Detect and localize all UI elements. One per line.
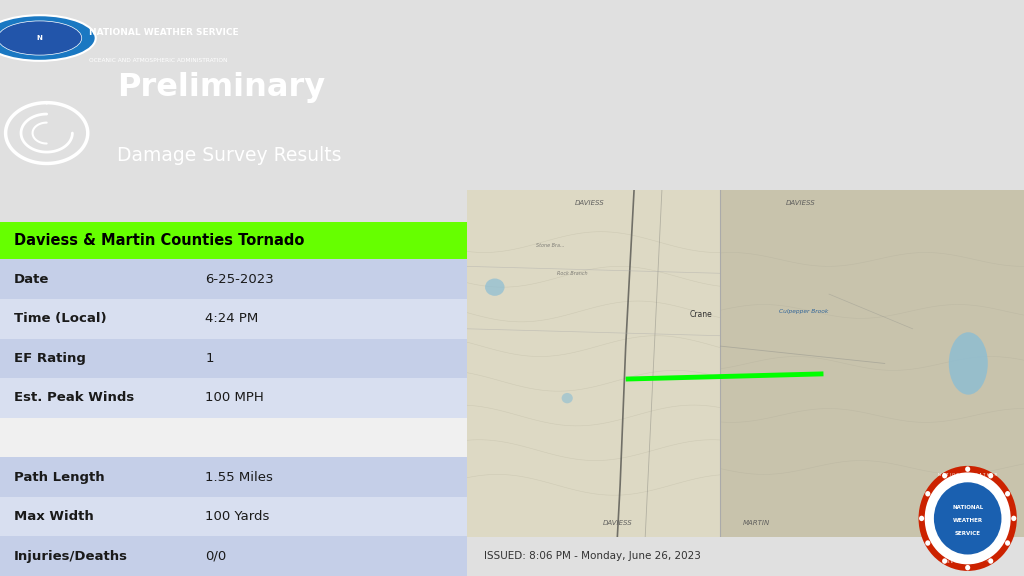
FancyBboxPatch shape (0, 497, 467, 536)
Text: Crane: Crane (689, 310, 713, 320)
Text: DAVIESS: DAVIESS (786, 200, 816, 206)
Circle shape (926, 491, 931, 497)
Text: Damage Survey Results: Damage Survey Results (117, 146, 341, 165)
Text: ❄: ❄ (26, 109, 68, 157)
Text: Stone Bra...: Stone Bra... (537, 243, 565, 248)
Circle shape (966, 467, 971, 472)
Text: OCEANIC AND ATMOSPHERIC ADMINISTRATION: OCEANIC AND ATMOSPHERIC ADMINISTRATION (89, 58, 227, 63)
Text: ISSUED: 8:06 PM - Monday, June 26, 2023: ISSUED: 8:06 PM - Monday, June 26, 2023 (483, 551, 700, 562)
Circle shape (926, 540, 931, 546)
Text: DAVIESS: DAVIESS (574, 200, 604, 206)
Circle shape (0, 21, 82, 55)
Text: NATIONAL: NATIONAL (952, 505, 983, 510)
Text: EF Rating: EF Rating (14, 352, 86, 365)
Text: 100 Yards: 100 Yards (206, 510, 270, 523)
FancyBboxPatch shape (0, 299, 467, 339)
FancyBboxPatch shape (0, 457, 467, 497)
Ellipse shape (561, 393, 572, 403)
Circle shape (919, 466, 1017, 571)
Ellipse shape (949, 332, 988, 395)
Circle shape (934, 482, 1001, 555)
Text: S E R V I C E   *   *   *: S E R V I C E * * * (947, 560, 988, 564)
Text: 6-25-2023: 6-25-2023 (206, 272, 274, 286)
Text: 1.55 Miles: 1.55 Miles (206, 471, 273, 484)
Circle shape (1012, 516, 1016, 521)
Circle shape (925, 472, 1011, 564)
Text: Rock Branch: Rock Branch (557, 271, 588, 276)
Text: Est. Peak Winds: Est. Peak Winds (14, 392, 134, 404)
Circle shape (1005, 540, 1010, 546)
Text: Daviess & Martin Counties Tornado: Daviess & Martin Counties Tornado (14, 233, 304, 248)
Text: N A T I O N A L   W E A T H E R: N A T I O N A L W E A T H E R (938, 473, 997, 476)
Text: Culpepper Brook: Culpepper Brook (779, 309, 828, 314)
Bar (467, 190, 721, 537)
FancyBboxPatch shape (0, 259, 467, 299)
Circle shape (988, 558, 993, 564)
Text: MARTIN: MARTIN (743, 521, 770, 526)
Text: 4:24 PM: 4:24 PM (206, 312, 259, 325)
Circle shape (965, 565, 970, 570)
Text: SERVICE: SERVICE (954, 531, 981, 536)
Text: DAVIESS: DAVIESS (602, 521, 632, 526)
FancyBboxPatch shape (0, 418, 467, 457)
FancyBboxPatch shape (0, 222, 467, 259)
Text: NATIONAL WEATHER SERVICE: NATIONAL WEATHER SERVICE (89, 28, 239, 37)
Text: Injuries/Deaths: Injuries/Deaths (14, 550, 128, 563)
Circle shape (0, 15, 95, 61)
Text: Date: Date (14, 272, 49, 286)
Circle shape (920, 516, 924, 521)
Text: Time (Local): Time (Local) (14, 312, 106, 325)
FancyBboxPatch shape (0, 339, 467, 378)
Text: 100 MPH: 100 MPH (206, 392, 264, 404)
Circle shape (988, 473, 993, 479)
FancyBboxPatch shape (0, 378, 467, 418)
Text: 1: 1 (206, 352, 214, 365)
Bar (721, 190, 1024, 537)
Text: Preliminary: Preliminary (117, 72, 325, 103)
Text: WEATHER: WEATHER (952, 518, 983, 523)
Text: Max Width: Max Width (14, 510, 94, 523)
Text: Path Length: Path Length (14, 471, 104, 484)
Text: 0/0: 0/0 (206, 550, 226, 563)
Circle shape (942, 558, 947, 564)
Circle shape (942, 473, 947, 479)
FancyBboxPatch shape (0, 536, 467, 576)
Circle shape (1005, 491, 1010, 497)
Ellipse shape (485, 279, 505, 296)
Text: N: N (37, 35, 43, 41)
